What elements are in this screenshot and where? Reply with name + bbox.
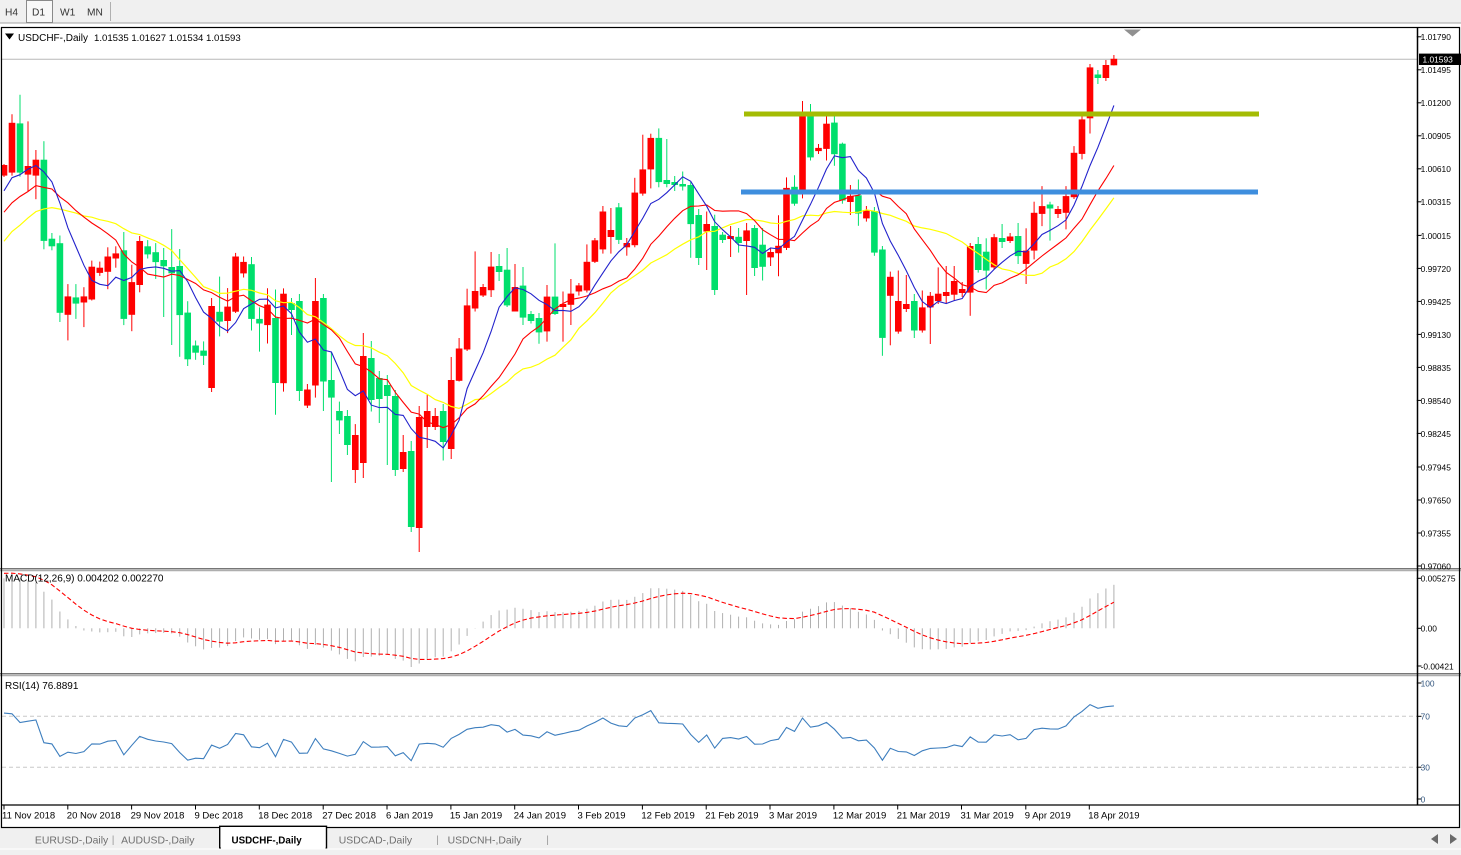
- svg-text:1.01790: 1.01790: [1421, 32, 1452, 42]
- svg-text:|: |: [112, 835, 115, 846]
- svg-text:|: |: [546, 835, 549, 846]
- svg-text:20 Nov 2018: 20 Nov 2018: [67, 811, 121, 822]
- svg-text:1.00315: 1.00315: [1421, 197, 1452, 207]
- svg-text:RSI(14) 76.8891: RSI(14) 76.8891: [5, 681, 79, 692]
- svg-text:12 Feb 2019: 12 Feb 2019: [641, 811, 694, 822]
- svg-text:31 Mar 2019: 31 Mar 2019: [961, 811, 1014, 822]
- svg-text:MN: MN: [87, 8, 103, 19]
- svg-text:21 Feb 2019: 21 Feb 2019: [705, 811, 758, 822]
- svg-text:15 Jan 2019: 15 Jan 2019: [450, 811, 502, 822]
- svg-text:18 Apr 2019: 18 Apr 2019: [1088, 811, 1139, 822]
- svg-text:9 Dec 2018: 9 Dec 2018: [195, 811, 244, 822]
- svg-text:H4: H4: [5, 8, 18, 19]
- svg-text:100: 100: [1421, 678, 1435, 688]
- svg-text:0.97945: 0.97945: [1421, 462, 1452, 472]
- svg-text:18 Dec 2018: 18 Dec 2018: [258, 811, 312, 822]
- svg-text:6 Jan 2019: 6 Jan 2019: [386, 811, 433, 822]
- svg-text:0.98540: 0.98540: [1421, 396, 1452, 406]
- svg-text:0.99720: 0.99720: [1421, 264, 1452, 274]
- svg-text:3 Feb 2019: 3 Feb 2019: [578, 811, 626, 822]
- svg-text:1.01593: 1.01593: [1423, 54, 1454, 64]
- svg-text:0: 0: [1421, 794, 1426, 804]
- svg-text:1.00905: 1.00905: [1421, 131, 1452, 141]
- svg-text:27 Dec 2018: 27 Dec 2018: [322, 811, 376, 822]
- svg-text:3 Mar 2019: 3 Mar 2019: [769, 811, 817, 822]
- svg-text:USDCHF-,Daily: USDCHF-,Daily: [18, 33, 88, 44]
- svg-text:1.01495: 1.01495: [1421, 65, 1452, 75]
- svg-text:1.01200: 1.01200: [1421, 98, 1452, 108]
- svg-text:0.99130: 0.99130: [1421, 330, 1452, 340]
- svg-text:W1: W1: [60, 8, 76, 19]
- svg-text:70: 70: [1421, 712, 1431, 722]
- svg-text:30: 30: [1421, 763, 1431, 773]
- svg-text:AUDUSD-,Daily: AUDUSD-,Daily: [121, 836, 195, 847]
- svg-text:21 Mar 2019: 21 Mar 2019: [897, 811, 950, 822]
- svg-text:0.97355: 0.97355: [1421, 528, 1452, 538]
- svg-text:0.99425: 0.99425: [1421, 297, 1452, 307]
- svg-text:9 Apr 2019: 9 Apr 2019: [1025, 811, 1071, 822]
- svg-text:USDCAD-,Daily: USDCAD-,Daily: [339, 836, 413, 847]
- svg-text:0.97060: 0.97060: [1421, 561, 1452, 571]
- svg-text:-0.00421: -0.00421: [1421, 661, 1454, 671]
- svg-text:1.00015: 1.00015: [1421, 231, 1452, 241]
- svg-text:USDCNH-,Daily: USDCNH-,Daily: [448, 836, 523, 847]
- svg-text:24 Jan 2019: 24 Jan 2019: [514, 811, 566, 822]
- svg-text:1.00610: 1.00610: [1421, 164, 1452, 174]
- svg-text:12 Mar 2019: 12 Mar 2019: [833, 811, 886, 822]
- svg-text:D1: D1: [32, 8, 45, 19]
- svg-text:29 Nov 2018: 29 Nov 2018: [131, 811, 185, 822]
- svg-text:MACD(12,26,9) 0.004202 0.00227: MACD(12,26,9) 0.004202 0.002270: [5, 574, 164, 585]
- svg-text:11 Nov 2018: 11 Nov 2018: [2, 811, 55, 822]
- svg-text:EURUSD-,Daily: EURUSD-,Daily: [35, 836, 109, 847]
- svg-text:USDCHF-,Daily: USDCHF-,Daily: [232, 836, 303, 847]
- svg-text:|: |: [436, 835, 439, 846]
- svg-text:0.98835: 0.98835: [1421, 363, 1452, 373]
- svg-text:0.00: 0.00: [1421, 624, 1438, 634]
- svg-text:1.01535 1.01627 1.01534 1.0159: 1.01535 1.01627 1.01534 1.01593: [94, 33, 241, 44]
- svg-text:0.97650: 0.97650: [1421, 495, 1452, 505]
- svg-text:0.005275: 0.005275: [1421, 574, 1456, 584]
- svg-text:0.98245: 0.98245: [1421, 429, 1452, 439]
